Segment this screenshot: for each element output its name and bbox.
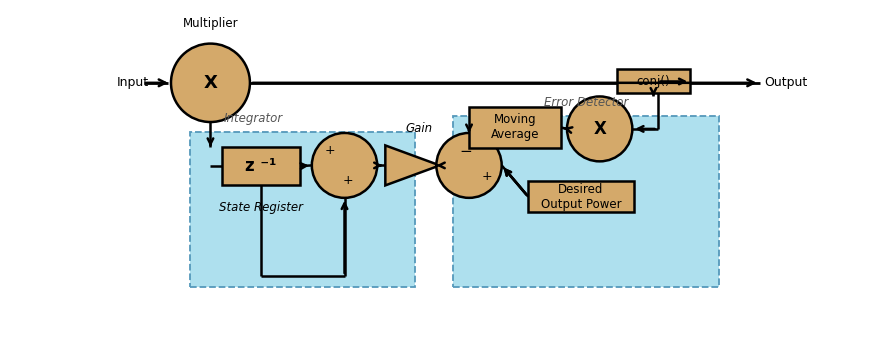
- Text: +: +: [342, 173, 353, 186]
- Text: X: X: [593, 120, 605, 138]
- Ellipse shape: [311, 133, 377, 198]
- Text: +: +: [324, 144, 335, 157]
- Text: +: +: [481, 170, 492, 183]
- Ellipse shape: [171, 44, 250, 122]
- Text: Output: Output: [764, 76, 807, 89]
- Text: Multiplier: Multiplier: [182, 17, 238, 30]
- Text: Desired
Output Power: Desired Output Power: [540, 183, 621, 211]
- Text: −: −: [459, 144, 472, 159]
- Bar: [616, 70, 689, 93]
- Bar: [528, 181, 633, 212]
- Bar: [222, 147, 300, 185]
- Bar: [468, 107, 560, 148]
- Text: Input: Input: [117, 76, 148, 89]
- Text: Gain: Gain: [405, 122, 432, 135]
- Bar: [189, 132, 414, 286]
- Ellipse shape: [436, 133, 501, 198]
- Text: State Register: State Register: [219, 201, 303, 215]
- Text: z ⁻¹: z ⁻¹: [246, 157, 276, 175]
- Ellipse shape: [567, 97, 631, 161]
- Text: Moving
Average: Moving Average: [490, 113, 538, 142]
- Bar: [453, 116, 718, 286]
- Text: X: X: [203, 74, 217, 92]
- Polygon shape: [385, 145, 439, 185]
- Text: Integrator: Integrator: [224, 112, 283, 126]
- Text: conj(): conj(): [636, 75, 669, 88]
- Text: Error Detector: Error Detector: [543, 97, 628, 109]
